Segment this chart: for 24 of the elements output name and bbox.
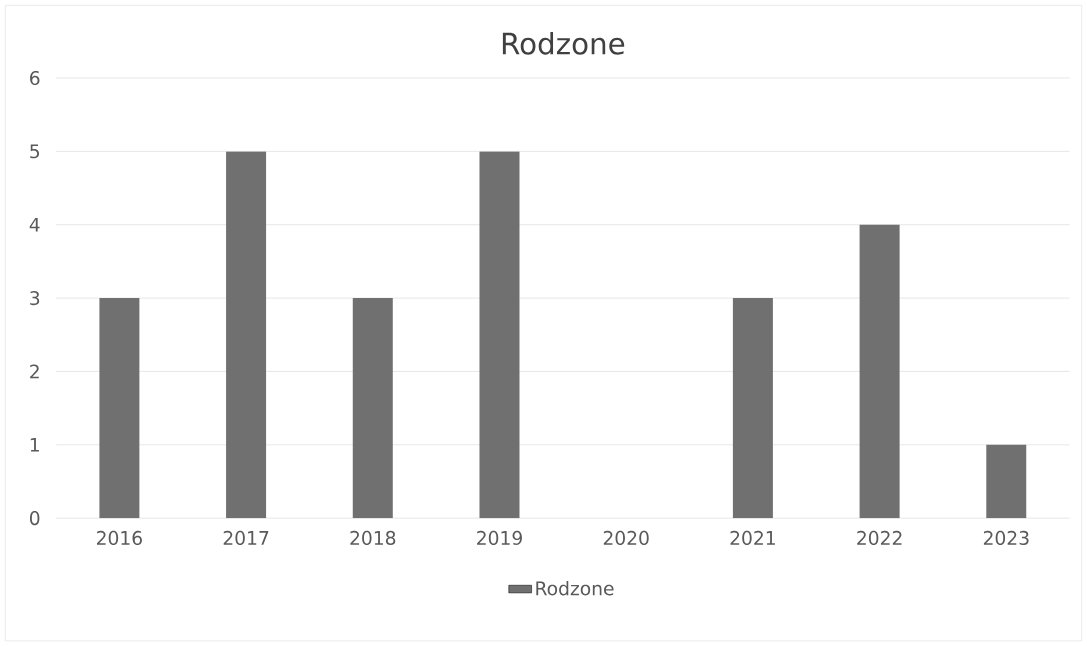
y-tick-label: 6 <box>30 70 40 85</box>
bar <box>99 298 140 519</box>
bar <box>986 444 1027 519</box>
x-tick-label: 2020 <box>603 530 649 545</box>
bar <box>226 151 267 519</box>
y-tick-label: 1 <box>30 437 39 452</box>
bar <box>479 151 520 519</box>
x-tick-label: 2018 <box>350 530 396 545</box>
x-tick-label: 2017 <box>223 530 269 545</box>
y-tick-label: 0 <box>29 510 40 526</box>
x-tick-label: 2021 <box>730 530 775 545</box>
x-tick-label: 2019 <box>477 530 522 545</box>
bar <box>732 298 773 519</box>
bar <box>859 224 900 519</box>
bar <box>352 298 393 519</box>
chart-title: Rodzone <box>502 31 625 55</box>
x-tick-label: 2023 <box>983 530 1029 545</box>
x-tick-label: 2022 <box>857 530 902 545</box>
y-tick-label: 5 <box>30 144 40 159</box>
x-tick-label: 2016 <box>96 530 142 545</box>
y-tick-label: 4 <box>29 217 40 232</box>
y-tick-label: 3 <box>30 290 40 306</box>
y-tick-label: 2 <box>30 364 39 379</box>
legend-label: Rodzone <box>536 580 614 596</box>
